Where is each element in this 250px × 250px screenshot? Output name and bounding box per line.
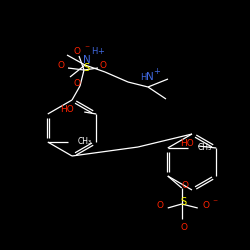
- Text: ⁻: ⁻: [212, 198, 217, 208]
- Text: +: +: [154, 68, 160, 76]
- Text: O: O: [180, 222, 187, 232]
- Text: N: N: [146, 72, 154, 82]
- Text: S: S: [181, 197, 187, 207]
- Text: O: O: [100, 62, 106, 70]
- Text: S: S: [83, 63, 89, 73]
- Text: H: H: [91, 48, 97, 56]
- Text: O: O: [74, 80, 80, 88]
- Text: HO: HO: [180, 140, 194, 148]
- Text: O: O: [202, 200, 209, 209]
- Text: O: O: [58, 62, 64, 70]
- Text: +: +: [98, 48, 104, 56]
- Text: ⁻: ⁻: [84, 44, 89, 54]
- Text: H: H: [140, 72, 146, 82]
- Text: O: O: [74, 48, 80, 56]
- Text: O: O: [181, 180, 188, 190]
- Text: CH₃: CH₃: [78, 136, 92, 145]
- Text: O: O: [156, 200, 163, 209]
- Text: CH₃: CH₃: [198, 142, 212, 152]
- Text: HO: HO: [60, 106, 74, 114]
- Text: N: N: [83, 55, 91, 65]
